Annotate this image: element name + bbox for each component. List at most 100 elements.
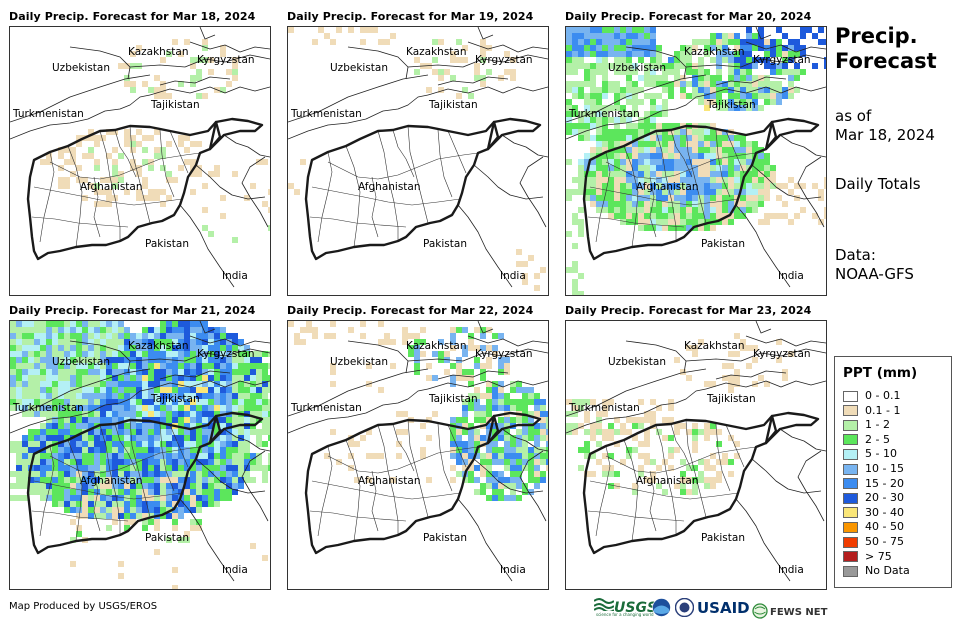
precip-cell [82, 495, 88, 501]
precip-cell [94, 321, 100, 327]
wakhan-corridor-border [208, 117, 264, 151]
precip-cell [148, 411, 154, 417]
precip-cell [196, 375, 202, 381]
precip-cell [408, 345, 414, 351]
precip-cell [438, 357, 444, 363]
precip-cell [698, 153, 704, 159]
precip-cell [232, 57, 238, 63]
precip-cell [788, 177, 794, 183]
precip-cell [82, 459, 88, 465]
precip-cell [590, 201, 596, 207]
precip-cell [58, 363, 64, 369]
precip-cell [734, 189, 740, 195]
legend-label: 15 - 20 [865, 476, 904, 490]
country-label-kazakhstan: Kazakhstan [128, 46, 189, 58]
precip-cell [608, 129, 614, 135]
precip-cell [360, 435, 366, 441]
province-boundary [392, 129, 415, 178]
precip-cell [154, 189, 160, 195]
precip-cell [584, 135, 590, 141]
precip-cell [504, 69, 510, 75]
precip-cell [656, 171, 662, 177]
precip-cell [704, 75, 710, 81]
precip-cell [208, 333, 214, 339]
precip-cell [534, 453, 540, 459]
precip-cell [220, 489, 226, 495]
precip-cell [740, 81, 746, 87]
precip-cell [710, 453, 716, 459]
precip-cell [160, 411, 166, 417]
precip-cell [16, 465, 22, 471]
precip-cell [100, 459, 106, 465]
precip-cell [632, 489, 638, 495]
precip-cell [40, 159, 46, 165]
precip-cell [58, 147, 64, 153]
precip-cell [692, 483, 698, 489]
precip-cell [734, 165, 740, 171]
data-source-value: NOAA-GFS [835, 265, 914, 283]
precip-map: Kazakhstan Kyrgyzstan Uzbekistan Turkmenist… [565, 320, 827, 590]
map-credit: Map Produced by USGS/EROS [9, 601, 158, 612]
precip-cell [64, 393, 70, 399]
precip-cell [142, 441, 148, 447]
precip-cell [112, 147, 118, 153]
precip-cell [462, 45, 468, 51]
precip-cell [716, 45, 722, 51]
province-boundary [169, 424, 189, 468]
precip-cell [504, 459, 510, 465]
precip-cell [160, 147, 166, 153]
precip-cell [214, 339, 220, 345]
wakhan-corridor-border [486, 117, 542, 151]
precip-cell [566, 57, 572, 63]
precip-cell [148, 393, 154, 399]
precip-cell [94, 399, 100, 405]
precip-cell [468, 441, 474, 447]
precip-cell [510, 471, 516, 477]
precip-cell [638, 465, 644, 471]
precip-cell [704, 87, 710, 93]
precip-cell [546, 417, 548, 423]
precip-cell [516, 261, 522, 267]
province-boundary [623, 145, 639, 248]
precip-cell [740, 45, 746, 51]
precip-cell [70, 447, 76, 453]
precip-cell [468, 435, 474, 441]
precip-cell [70, 519, 76, 525]
country-border [625, 340, 687, 374]
precip-cell [626, 75, 632, 81]
legend-label: 1 - 2 [865, 418, 890, 432]
precip-cell [268, 423, 270, 429]
precip-cell [584, 27, 590, 33]
precip-cell [486, 363, 492, 369]
precip-cell [734, 93, 740, 99]
precip-cell [136, 399, 142, 405]
precip-cell [770, 99, 776, 105]
precip-cell [172, 339, 178, 345]
precip-cell [674, 483, 680, 489]
precip-cell [46, 423, 52, 429]
precip-cell [740, 51, 746, 57]
precip-cell [468, 93, 474, 99]
country-label-kyrgyzstan: Kyrgyzstan [475, 348, 533, 360]
precip-cell [572, 51, 578, 57]
precip-cell [764, 195, 770, 201]
precip-cell [232, 471, 238, 477]
precip-cell [166, 477, 172, 483]
precip-cell [492, 351, 498, 357]
precip-cell [112, 477, 118, 483]
precip-cell [566, 117, 572, 123]
legend-item: 1 - 2 [843, 418, 890, 431]
precip-cell [510, 483, 516, 489]
precip-cell [220, 423, 226, 429]
precip-cell [160, 387, 166, 393]
province-boundary [129, 419, 151, 518]
precip-cell [704, 99, 710, 105]
country-border [195, 164, 266, 200]
precip-cell [788, 69, 794, 75]
precip-cell [112, 345, 118, 351]
precip-cell [256, 411, 262, 417]
precip-cell [16, 333, 22, 339]
precip-cell [52, 483, 58, 489]
precip-cell [486, 423, 492, 429]
precip-cell [752, 147, 758, 153]
